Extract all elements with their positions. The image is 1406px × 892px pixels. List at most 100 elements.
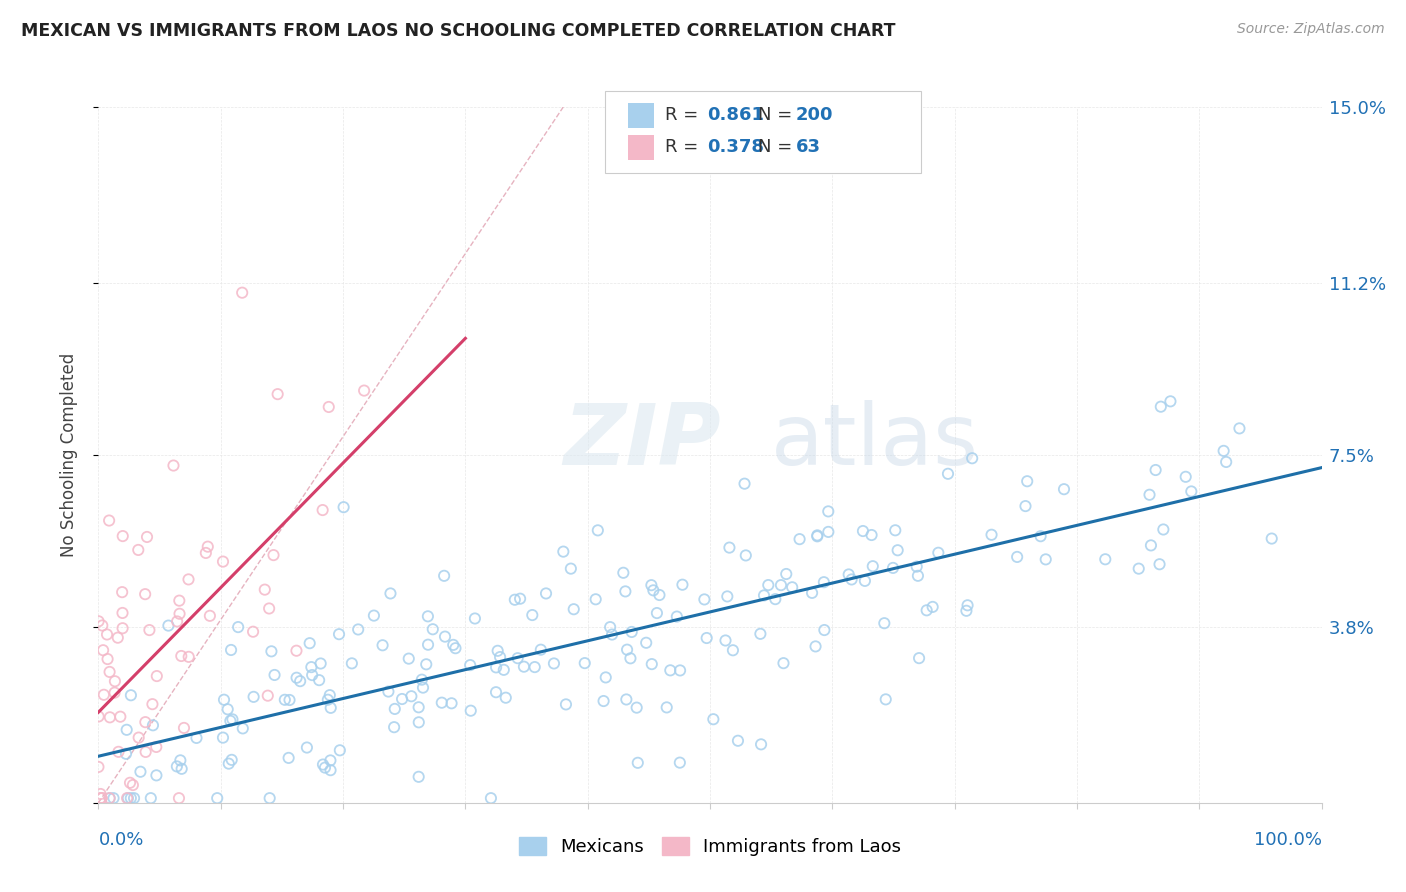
Point: [915, 603, 938, 617]
Point: [734, 476, 756, 491]
Point: [177, 649, 200, 664]
Point: [263, 548, 285, 562]
Point: [408, 715, 430, 730]
Point: [377, 684, 399, 698]
Point: [312, 757, 335, 772]
Point: [522, 608, 544, 623]
Point: [714, 633, 737, 648]
Point: [1159, 394, 1181, 409]
Point: [415, 657, 437, 672]
Point: [98, 665, 121, 679]
Point: [219, 714, 242, 728]
Point: [659, 663, 682, 677]
Point: [221, 712, 243, 726]
Point: [853, 574, 876, 588]
Text: 0.378: 0.378: [707, 138, 765, 156]
Point: [562, 602, 585, 616]
Point: [749, 627, 772, 641]
Point: [616, 642, 638, 657]
Point: [145, 768, 167, 782]
Point: [314, 761, 336, 775]
Point: [619, 651, 641, 665]
Point: [1094, 552, 1116, 566]
Point: [612, 566, 634, 580]
Point: [702, 712, 724, 726]
Point: [277, 751, 299, 765]
Point: [332, 500, 354, 515]
Point: [347, 623, 370, 637]
Point: [257, 601, 280, 615]
Point: [503, 592, 526, 607]
Point: [513, 659, 536, 673]
Text: 0.0%: 0.0%: [98, 830, 143, 848]
Point: [886, 543, 908, 558]
Point: [93, 688, 115, 702]
Point: [97, 652, 120, 666]
Y-axis label: No Schooling Completed: No Schooling Completed: [59, 353, 77, 557]
Point: [205, 791, 228, 805]
Point: [486, 644, 509, 658]
Point: [434, 630, 457, 644]
Point: [495, 690, 517, 705]
Point: [585, 592, 607, 607]
Point: [838, 567, 860, 582]
Point: [655, 700, 678, 714]
Point: [543, 657, 565, 671]
Point: [875, 692, 897, 706]
Point: [308, 673, 330, 687]
Point: [852, 524, 875, 538]
Point: [592, 694, 614, 708]
Point: [860, 528, 883, 542]
Point: [801, 586, 824, 600]
Point: [316, 692, 339, 706]
Point: [433, 569, 456, 583]
Point: [734, 549, 756, 563]
Point: [1174, 470, 1197, 484]
Point: [458, 658, 481, 673]
Point: [107, 631, 129, 645]
Text: R =: R =: [665, 106, 704, 124]
Point: [145, 739, 167, 754]
Point: [242, 624, 264, 639]
Point: [177, 573, 200, 587]
Point: [319, 688, 342, 702]
Point: [586, 524, 609, 538]
Point: [806, 529, 828, 543]
Point: [157, 618, 180, 632]
Point: [111, 585, 134, 599]
Point: [780, 580, 803, 594]
Point: [1229, 421, 1251, 435]
Point: [353, 384, 375, 398]
Text: ZIP: ZIP: [564, 400, 721, 483]
Point: [98, 791, 121, 805]
Point: [371, 638, 394, 652]
Point: [111, 621, 134, 635]
Point: [218, 756, 240, 771]
Point: [716, 590, 738, 604]
Point: [763, 592, 786, 607]
Point: [232, 722, 254, 736]
Point: [98, 791, 121, 805]
Text: R =: R =: [665, 138, 704, 156]
Point: [134, 715, 156, 730]
Point: [665, 609, 688, 624]
Point: [464, 611, 486, 625]
Point: [260, 644, 283, 658]
Point: [329, 743, 352, 757]
Point: [1152, 523, 1174, 537]
Point: [718, 541, 741, 555]
Point: [340, 657, 363, 671]
Text: atlas: atlas: [772, 400, 979, 483]
Point: [1128, 561, 1150, 575]
Point: [1053, 482, 1076, 496]
Point: [440, 696, 463, 710]
Point: [391, 692, 413, 706]
Point: [640, 578, 662, 592]
Point: [671, 578, 693, 592]
Point: [120, 688, 142, 702]
Point: [242, 690, 264, 704]
Text: 200: 200: [796, 106, 834, 124]
Point: [98, 710, 121, 724]
Point: [412, 681, 434, 695]
Point: [1017, 475, 1039, 489]
